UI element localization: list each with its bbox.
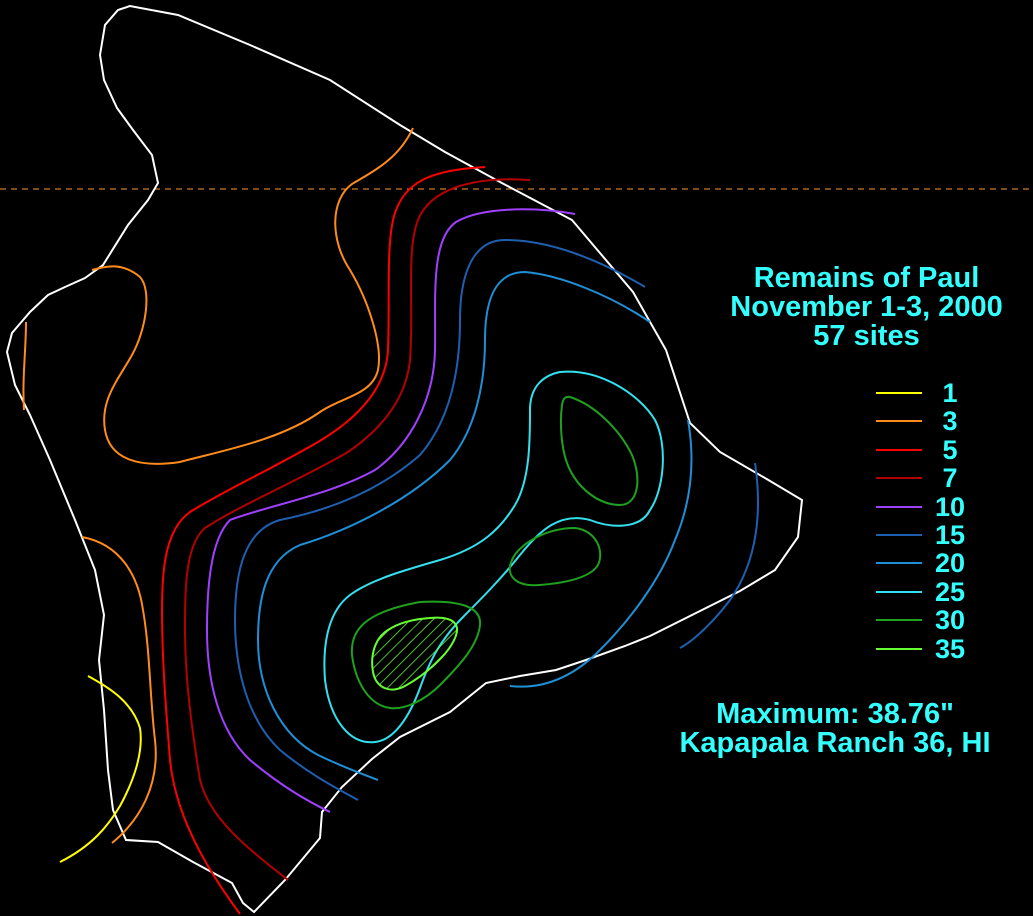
legend-swatch: [876, 477, 922, 480]
legend-label: 1: [942, 378, 958, 408]
contour-30-middle: [508, 526, 602, 587]
contour-1: [59, 675, 142, 863]
legend-label: 35: [934, 633, 966, 664]
contour-30-north: [559, 395, 639, 507]
legend-item: 35: [872, 633, 982, 664]
legend-item: 25: [872, 576, 982, 607]
legend-swatch: [876, 420, 922, 423]
legend-item: 10: [872, 491, 982, 522]
legend-label: 5: [942, 434, 958, 465]
contour-5: [160, 166, 486, 915]
legend-swatch: [876, 448, 922, 451]
contour-30-south: [350, 600, 482, 710]
legend-swatch: [876, 533, 922, 536]
contour-10: [205, 208, 576, 813]
date-range: November 1-3, 2000: [730, 291, 1003, 323]
contour-15: [233, 238, 646, 801]
site-count: 57 sites: [813, 320, 920, 352]
legend-item: 7: [872, 463, 982, 494]
maximum-block: Maximum: 38.76" Kapapala Ranch 36, HI: [650, 700, 1020, 758]
map-title-block: Remains of Paul November 1-3, 2000 57 si…: [700, 264, 1033, 351]
legend-label: 15: [934, 519, 966, 550]
legend-item: 3: [872, 406, 982, 437]
legend-swatch: [876, 619, 922, 622]
contour-15-east: [679, 462, 759, 649]
legend-swatch: [876, 647, 922, 650]
storm-name: Remains of Paul: [753, 262, 980, 294]
legend-swatch: [876, 505, 922, 508]
legend-label: 10: [934, 491, 966, 522]
legend-item: 1: [872, 378, 982, 408]
contour-legend: 1 3 5 7 10 15 20 25 30 35: [872, 378, 982, 664]
contour-3-west: [22, 321, 27, 411]
maximum-value: Maximum: 38.76": [716, 698, 954, 730]
contour-20-east: [509, 419, 693, 688]
legend-label: 30: [934, 605, 966, 636]
legend-label: 3: [942, 406, 958, 437]
contour-7: [183, 178, 531, 881]
island-coastline: [5, 4, 804, 914]
contour-3-north: [91, 127, 414, 465]
legend-label: 7: [942, 463, 958, 494]
contour-20: [256, 270, 651, 781]
legend-item: 5: [872, 434, 982, 465]
legend-item: 20: [872, 548, 982, 579]
legend-label: 20: [934, 548, 966, 579]
legend-swatch: [876, 590, 922, 593]
legend-item: 15: [872, 519, 982, 550]
contour-25: [323, 370, 664, 744]
contour-35-maximum-area: [371, 616, 458, 691]
legend-swatch: [876, 562, 922, 565]
legend-label: 25: [934, 576, 966, 607]
legend-item: 30: [872, 605, 982, 636]
legend-swatch: [876, 392, 922, 394]
maximum-station: Kapapala Ranch 36, HI: [679, 727, 991, 759]
contour-3-south: [81, 536, 157, 844]
